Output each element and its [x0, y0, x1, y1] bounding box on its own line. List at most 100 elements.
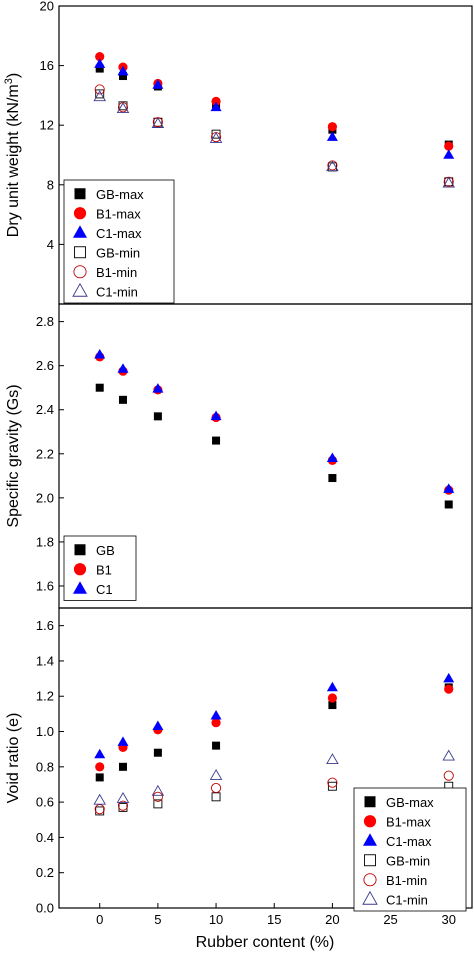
data-point-gb-max [118, 72, 127, 81]
legend-marker-b1-min [73, 265, 87, 279]
data-point-b1-max [444, 141, 454, 151]
ytick-label: 1.4 [36, 653, 54, 668]
data-point-b1-min [443, 176, 454, 187]
data-point-c1-max [443, 672, 455, 683]
data-point-b1-max [95, 762, 105, 772]
ytick-label: 0.0 [36, 901, 54, 916]
legend-marker-gb [74, 544, 86, 556]
data-point-c1-min [209, 769, 223, 780]
data-point-c1-max [443, 149, 455, 159]
legend-label-b1-min: B1-min [96, 265, 137, 280]
data-point-b1-min [327, 777, 338, 788]
data-point-b1-max [327, 693, 337, 703]
legend-box [353, 787, 467, 912]
ytick-label: 2.0 [36, 490, 54, 505]
data-point-c1-max [117, 65, 129, 76]
data-point-c1-min [209, 132, 223, 143]
legend-label-b1-max: B1-max [96, 206, 141, 221]
legend-marker-b1-max [73, 207, 87, 220]
data-point-c1-max [210, 101, 222, 112]
data-point-gb-min [95, 89, 105, 99]
legend-marker-gb-max [364, 796, 376, 808]
ylabel-text: Dry unit weight (kN/m [5, 84, 22, 237]
xtick-group: 0 5 10 15 20 25 30 [96, 903, 456, 927]
data-point-gb-max [118, 762, 127, 771]
ytick-label: 1.0 [36, 724, 54, 739]
data-point-c1-min [442, 176, 456, 188]
legend-marker-c1-max [363, 833, 377, 846]
legend-void-ratio: GB-max B1-max C1-max GB-min B1-min C1-min [353, 787, 467, 912]
data-point-b1-max [211, 718, 221, 728]
ytick-label: 0.6 [36, 795, 54, 810]
panel-specific-gravity: 1.6 1.8 2.0 2.2 2.4 2.6 2.8 GB B1 C1 Specific gr… [5, 303, 473, 609]
data-point-c1-min [151, 117, 165, 128]
legend-label-c1-min: C1-min [386, 892, 428, 907]
ytick-group-dry-unit-weight: 4 8 12 16 20 [40, 0, 64, 252]
points-void-ratio [93, 672, 456, 816]
legend-label-c1-max: C1-max [96, 226, 142, 241]
legend-label-c1: C1 [96, 582, 113, 597]
legend-marker-gb-min [74, 246, 86, 259]
data-point-c1 [326, 452, 338, 463]
data-point-gb-min [211, 792, 221, 802]
legend-box [63, 179, 175, 304]
data-point-gb [95, 383, 104, 392]
ylabel-void-ratio: Void ratio (e) [5, 713, 22, 804]
data-point-gb [212, 436, 221, 445]
legend-specific-gravity: GB B1 C1 [63, 535, 137, 601]
data-point-gb-max [328, 701, 337, 710]
data-point-c1-min [116, 791, 130, 803]
ytick-label: 12 [40, 118, 54, 133]
data-point-c1-min [151, 784, 165, 796]
ytick-label: 2.8 [36, 314, 54, 329]
legend-dry-unit-weight: GB-max B1-max C1-max GB-min B1-min C1-min [63, 179, 175, 304]
xtick-label: 15 [267, 912, 281, 927]
legend-marker-c1-max [73, 225, 87, 238]
panel-void-ratio: 0.0 0.2 0.4 0.6 0.8 1.0 1.2 1.4 1.6 0 5 10 15 20 25 30… [5, 607, 473, 951]
legend-label-c1-min: C1-min [96, 284, 138, 299]
xtick-label: 5 [154, 912, 161, 927]
points-specific-gravity [94, 348, 455, 509]
ytick-label: 16 [40, 58, 54, 73]
data-point-c1-max [210, 709, 222, 720]
legend-label-b1: B1 [96, 562, 112, 577]
data-point-c1-min [93, 793, 106, 805]
legend-label-gb: GB [96, 543, 115, 558]
data-point-c1-max [94, 748, 106, 759]
xtick-label: 20 [325, 912, 339, 927]
data-point-gb [328, 474, 337, 483]
data-point-c1 [117, 363, 129, 373]
legend-label-c1-max: C1-max [386, 834, 432, 849]
legend-marker-c1-min [72, 282, 88, 297]
data-point-gb-max [95, 773, 104, 782]
data-point-c1-max [326, 131, 338, 141]
data-point-gb-max [153, 748, 162, 757]
xtick-label: 0 [96, 912, 103, 927]
legend-label-gb-min: GB-min [386, 853, 430, 868]
ylabel-superscript: 3 [3, 78, 15, 84]
data-point-c1 [94, 348, 106, 359]
ytick-label: 1.6 [36, 618, 54, 633]
legend-label-b1-max: B1-max [386, 814, 431, 829]
data-point-c1-min [93, 90, 106, 102]
data-point-c1-max [326, 681, 338, 692]
data-point-b1-min [152, 791, 163, 802]
ylabel-close: ) [5, 73, 22, 78]
legend-marker-b1-min [363, 873, 377, 887]
data-point-b1-max [211, 96, 221, 106]
ytick-label: 2.4 [36, 402, 54, 417]
ytick-label: 8 [47, 177, 54, 192]
ytick-label: 4 [47, 237, 54, 252]
data-point-b1-max [327, 122, 337, 132]
ytick-label: 2.6 [36, 358, 54, 373]
legend-marker-c1-min [362, 890, 378, 905]
data-point-b1-min [94, 804, 105, 815]
ytick-label: 2.2 [36, 446, 54, 461]
legend-label-gb-max: GB-max [386, 795, 434, 810]
points-dry-unit-weight [93, 52, 456, 188]
data-point-c1-min [326, 160, 339, 172]
data-point-gb-max [212, 741, 221, 750]
legend-label-b1-min: B1-min [386, 873, 427, 888]
data-point-c1-min [442, 749, 456, 761]
